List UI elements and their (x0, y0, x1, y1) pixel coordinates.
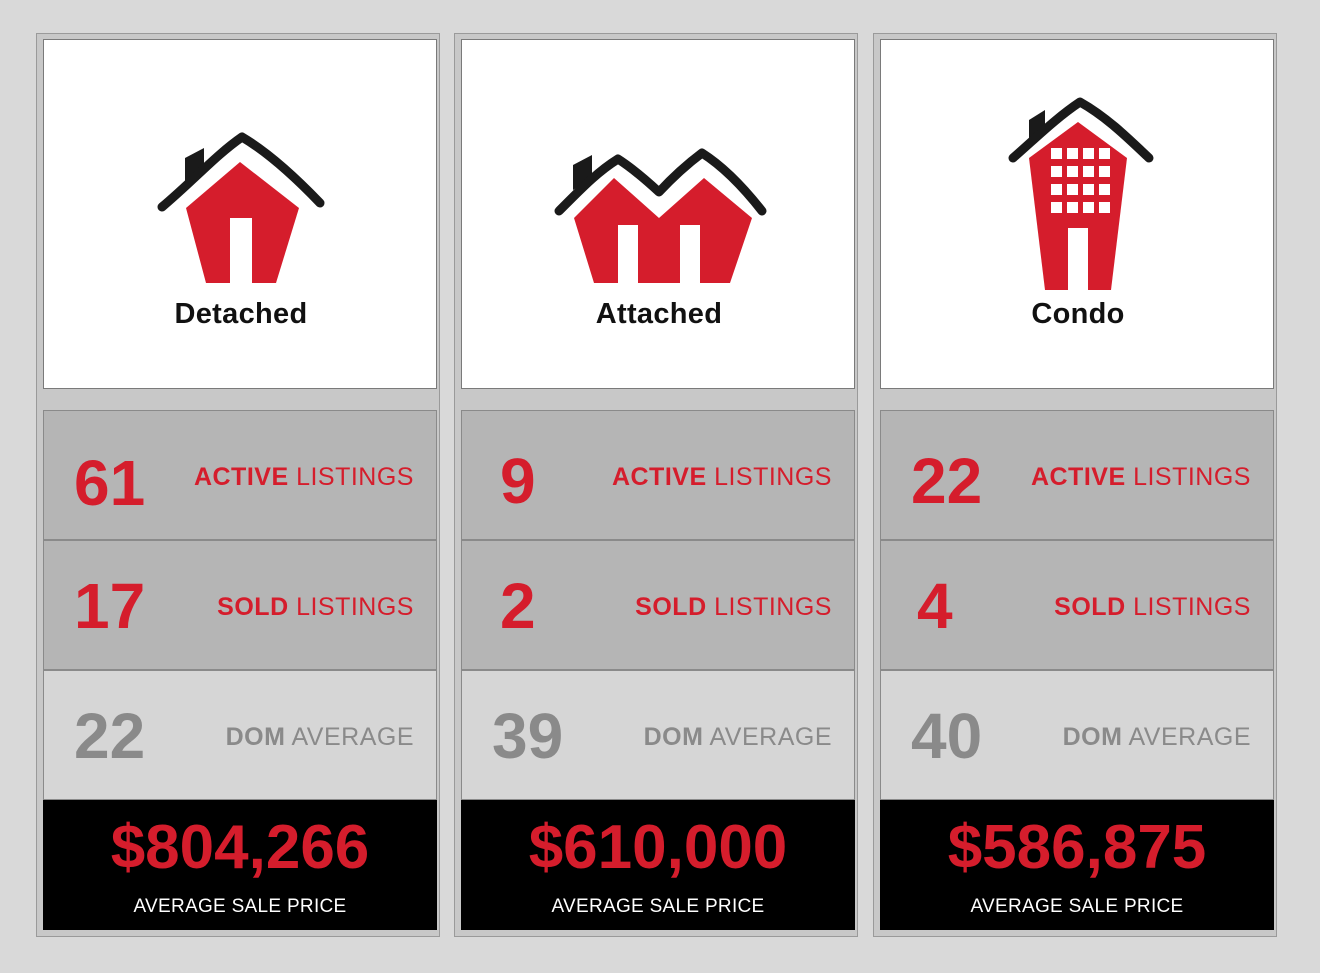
average-price: $610,000 (528, 813, 788, 882)
dom-value: 22 (74, 700, 146, 772)
active-label: ACTIVE LISTINGS (193, 463, 414, 491)
sold-count: 2 (500, 570, 536, 642)
column-title: Condo (1031, 298, 1125, 330)
dom-value: 39 (492, 700, 564, 772)
average-price-box: $804,266 AVERAGE SALE PRICE (43, 800, 437, 930)
active-listings-row: 22 ACTIVE LISTINGS (880, 410, 1274, 540)
dom-label: DOM AVERAGE (1062, 723, 1251, 751)
active-listings-row: 9 ACTIVE LISTINGS (461, 410, 855, 540)
sold-count: 4 (917, 570, 953, 642)
dom-label: DOM AVERAGE (225, 723, 414, 751)
sold-listings-row: 2 SOLD LISTINGS (461, 540, 855, 670)
sold-label: SOLD LISTINGS (1054, 593, 1251, 621)
sold-listings-row: 4 SOLD LISTINGS (880, 540, 1274, 670)
average-price-label: AVERAGE SALE PRICE (970, 896, 1184, 917)
attached-column: Attached 9 ACTIVE LISTINGS 2 SOLD LISTIN… (454, 33, 858, 937)
attached-house-icon (554, 148, 767, 285)
dom-average-row: 22 DOM AVERAGE (43, 670, 437, 800)
sold-count: 17 (74, 570, 146, 642)
detached-header: Detached (43, 39, 437, 389)
active-listings-row: 61 ACTIVE LISTINGS (43, 410, 437, 540)
sold-label: SOLD LISTINGS (217, 593, 414, 621)
average-price: $804,266 (110, 813, 370, 882)
active-label: ACTIVE LISTINGS (1030, 463, 1251, 491)
dom-average-row: 39 DOM AVERAGE (461, 670, 855, 800)
dom-value: 40 (911, 700, 983, 772)
dom-label: DOM AVERAGE (643, 723, 832, 751)
active-count: 22 (911, 445, 983, 517)
detached-column: Detached 61 ACTIVE LISTINGS 17 SOLD LIST… (36, 33, 440, 937)
column-title: Detached (174, 298, 308, 330)
active-label: ACTIVE LISTINGS (611, 463, 832, 491)
average-price: $586,875 (947, 813, 1207, 882)
condo-header: Condo (880, 39, 1274, 389)
average-price-box: $586,875 AVERAGE SALE PRICE (880, 800, 1274, 930)
column-title: Attached (595, 298, 723, 330)
condo-column: Condo 22 ACTIVE LISTINGS 4 SOLD LISTINGS… (873, 33, 1277, 937)
condo-building-icon (1008, 97, 1154, 290)
average-price-label: AVERAGE SALE PRICE (551, 896, 765, 917)
attached-header: Attached (461, 39, 855, 389)
sold-listings-row: 17 SOLD LISTINGS (43, 540, 437, 670)
active-count: 61 (74, 447, 146, 519)
dom-average-row: 40 DOM AVERAGE (880, 670, 1274, 800)
average-price-label: AVERAGE SALE PRICE (133, 896, 347, 917)
average-price-box: $610,000 AVERAGE SALE PRICE (461, 800, 855, 930)
detached-house-icon (157, 132, 325, 284)
active-count: 9 (500, 445, 536, 517)
sold-label: SOLD LISTINGS (635, 593, 832, 621)
